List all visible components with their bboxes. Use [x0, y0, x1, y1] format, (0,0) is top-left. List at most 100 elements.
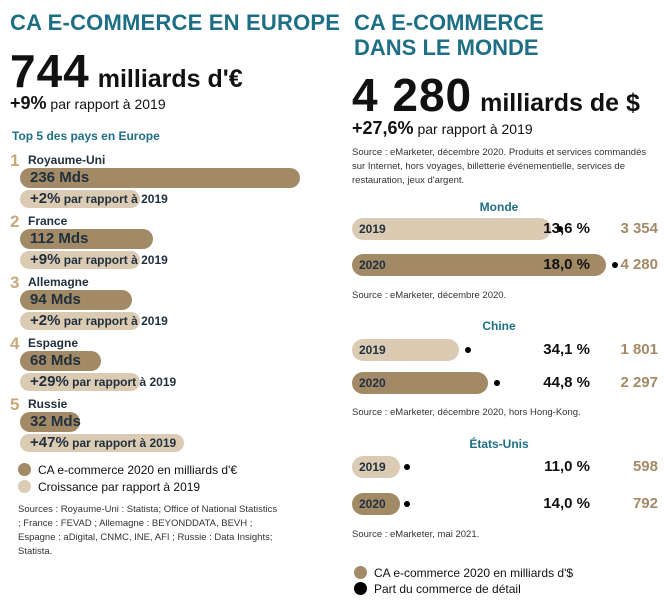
revenue-bar: 236 Mds	[20, 168, 300, 188]
world-total-number: 4 280	[352, 69, 473, 121]
retail-share-dot	[612, 262, 618, 268]
country-row: 2 France 112 Mds +9% par rapport à 2019	[0, 212, 320, 272]
growth-value: +9%	[30, 251, 61, 268]
retail-share-dot	[494, 380, 501, 386]
revenue-value: 4 280	[620, 256, 658, 273]
year-label: 2019	[359, 343, 386, 357]
growth-bar: +9% par rapport à 2019	[20, 251, 168, 269]
legend-retail-share-label: Part du commerce de détail	[374, 582, 521, 596]
legend-growth-label: Croissance par rapport à 2019	[38, 480, 201, 494]
legend-black-swatch	[354, 582, 367, 595]
country-rank: 2	[10, 212, 20, 231]
revenue-value: 2 297	[620, 374, 658, 391]
legend-dark-swatch	[18, 463, 31, 476]
legend-item-retail-share: Part du commerce de détail	[354, 582, 521, 596]
revenue-label: 112 Mds	[30, 230, 89, 247]
world-total-unit: milliards de $	[480, 89, 640, 117]
europe-sources: Sources : Royaume-Uni : Statista; Office…	[18, 504, 278, 557]
year-bar: 2020	[352, 493, 400, 515]
growth-suffix: par rapport à 2019	[60, 314, 168, 328]
section-source: Source : eMarketer, décembre 2020.	[352, 290, 507, 301]
growth-label: +2% par rapport à 2019	[30, 312, 168, 329]
retail-share-value: 34,1 %	[543, 341, 590, 358]
legend-item-world-revenue: CA e-commerce 2020 en milliards d'$	[354, 566, 573, 580]
revenue-label: 94 Mds	[30, 291, 81, 308]
section-title: États-Unis	[469, 437, 529, 451]
revenue-value: 3 354	[620, 220, 658, 237]
year-bar: 2019	[352, 456, 400, 478]
growth-suffix: par rapport à 2019	[60, 192, 168, 206]
revenue-value: 792	[632, 495, 658, 512]
retail-share-value: 18,0 %	[543, 256, 590, 273]
country-row: 5 Russie 32 Mds +47% par rapport à 2019	[0, 395, 320, 455]
revenue-value: 1 801	[620, 341, 658, 358]
growth-bar: +2% par rapport à 2019	[20, 190, 168, 208]
growth-value: +47%	[30, 434, 69, 451]
year-label: 2019	[359, 460, 386, 474]
year-label: 2020	[359, 497, 386, 511]
growth-label: +9% par rapport à 2019	[30, 251, 168, 268]
revenue-label: 236 Mds	[30, 169, 90, 186]
growth-bar: +47% par rapport à 2019	[20, 434, 184, 452]
top5-title: Top 5 des pays en Europe	[12, 129, 160, 143]
country-name: France	[28, 214, 68, 228]
right-title-line1: CA E-COMMERCE	[354, 10, 544, 35]
revenue-bar: 32 Mds	[20, 412, 81, 432]
growth-suffix: par rapport à 2019	[68, 375, 177, 389]
world-growth-text: par rapport à 2019	[413, 121, 533, 137]
europe-total-unit: milliards d'€	[97, 65, 243, 93]
retail-share-value: 14,0 %	[543, 495, 590, 512]
section-title: Monde	[479, 200, 519, 214]
europe-growth: +9% par rapport à 2019	[10, 93, 166, 114]
europe-total-number: 744	[10, 45, 90, 97]
revenue-value: 598	[632, 458, 658, 475]
year-label: 2019	[359, 222, 386, 236]
left-title: CA E-COMMERCE EN EUROPE	[10, 10, 341, 35]
country-rank: 5	[10, 395, 20, 414]
legend-world-revenue-label: CA e-commerce 2020 en milliards d'$	[374, 566, 574, 580]
year-bar: 2020	[352, 372, 489, 394]
year-bar: 2020	[352, 254, 606, 276]
country-row: 1 Royaume-Uni 236 Mds +2% par rapport à 201…	[0, 151, 320, 211]
growth-bar: +2% par rapport à 2019	[20, 312, 168, 330]
country-rank: 4	[10, 334, 20, 353]
legend-revenue-label: CA e-commerce 2020 en milliards d'€	[38, 463, 238, 477]
country-name: Russie	[28, 397, 68, 411]
section-title: Chine	[482, 319, 516, 333]
revenue-bar: 94 Mds	[20, 290, 132, 310]
country-row: 3 Allemagne 94 Mds +2% par rapport à 2019	[0, 273, 320, 333]
year-bar: 2019	[352, 218, 552, 240]
legend-light-swatch	[18, 480, 31, 493]
retail-share-value: 44,8 %	[543, 374, 590, 391]
growth-suffix: par rapport à 2019	[68, 436, 177, 450]
country-row: 4 Espagne 68 Mds +29% par rapport à 2019	[0, 334, 320, 394]
revenue-label: 68 Mds	[30, 352, 81, 369]
world-source-note: Source : eMarketer, décembre 2020. Produ…	[352, 147, 647, 186]
growth-suffix: par rapport à 2019	[60, 253, 168, 267]
retail-share-dot	[404, 464, 410, 470]
growth-bar: +29% par rapport à 2019	[20, 373, 176, 391]
retail-share-value: 13,6 %	[543, 220, 590, 237]
year-label: 2020	[359, 258, 386, 272]
retail-share-dot	[404, 501, 410, 507]
world-total: 4 280 milliards de $	[352, 68, 640, 122]
legend-world-dark-swatch	[354, 566, 367, 579]
legend-item-revenue: CA e-commerce 2020 en milliards d'€	[18, 463, 237, 477]
country-rank: 1	[10, 151, 20, 170]
growth-label: +29% par rapport à 2019	[30, 373, 176, 390]
section-source: Source : eMarketer, mai 2021.	[352, 529, 480, 540]
retail-share-dot	[557, 226, 564, 232]
country-name: Espagne	[28, 336, 79, 350]
country-name: Allemagne	[28, 275, 89, 289]
year-bar: 2019	[352, 339, 459, 361]
retail-share-dot	[464, 347, 471, 353]
country-name: Royaume-Uni	[28, 153, 106, 167]
section-source: Source : eMarketer, décembre 2020, hors …	[352, 407, 581, 418]
revenue-label: 32 Mds	[30, 413, 81, 430]
growth-label: +2% par rapport à 2019	[30, 190, 168, 207]
europe-growth-value: +9%	[10, 93, 47, 113]
world-growth-value: +27,6%	[352, 118, 414, 138]
world-growth: +27,6% par rapport à 2019	[352, 118, 533, 139]
revenue-bar: 112 Mds	[20, 229, 153, 249]
right-title: CA E-COMMERCE DANS LE MONDE	[354, 10, 544, 60]
